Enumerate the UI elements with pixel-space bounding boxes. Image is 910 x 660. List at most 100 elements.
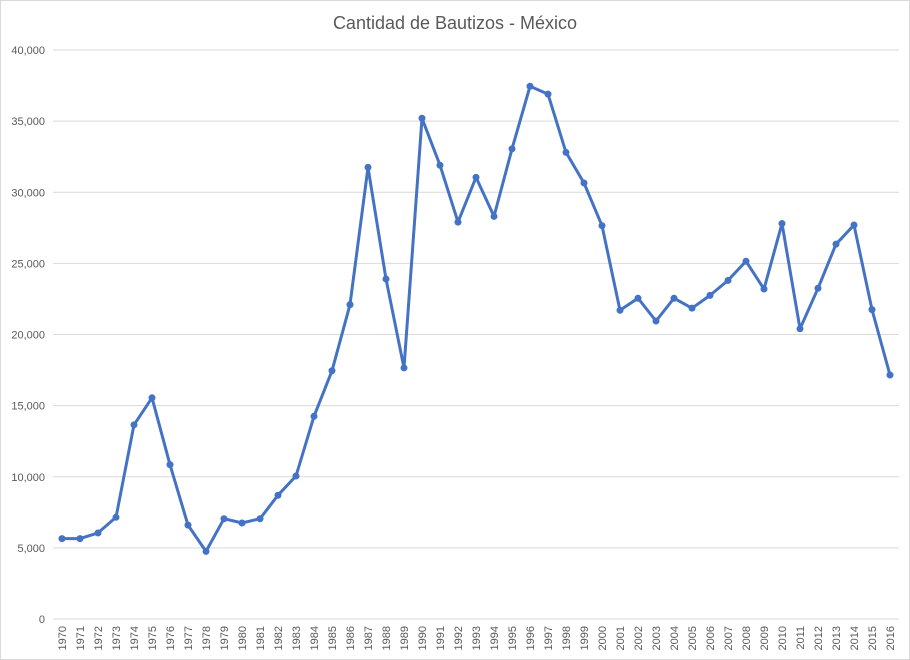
x-tick-label: 1975 xyxy=(147,626,159,650)
x-tick-label: 1988 xyxy=(381,626,393,650)
data-point xyxy=(256,515,264,523)
x-tick-label: 1978 xyxy=(201,626,213,650)
x-tick-label: 2012 xyxy=(813,626,825,650)
data-point xyxy=(310,412,318,420)
data-point xyxy=(850,221,858,229)
data-point xyxy=(616,306,624,314)
x-tick-label: 1995 xyxy=(507,626,519,650)
data-point xyxy=(598,222,606,230)
x-tick-label: 1970 xyxy=(57,626,69,650)
y-tick-label: 35,000 xyxy=(11,116,45,128)
data-point xyxy=(508,145,516,153)
data-point xyxy=(436,161,444,169)
data-point xyxy=(58,535,66,543)
y-tick-label: 20,000 xyxy=(11,330,45,342)
x-tick-label: 1994 xyxy=(489,626,501,650)
series-layer xyxy=(62,84,892,553)
y-tick-label: 0 xyxy=(39,614,45,626)
x-tick-label: 1980 xyxy=(237,626,249,650)
x-tick-label: 1998 xyxy=(561,626,573,650)
data-point xyxy=(580,179,588,187)
data-point xyxy=(220,515,228,523)
data-point xyxy=(76,535,84,543)
x-tick-label: 1985 xyxy=(327,626,339,650)
data-point xyxy=(760,285,768,293)
data-point xyxy=(94,529,102,537)
data-point xyxy=(706,291,714,299)
x-tick-label: 1990 xyxy=(417,626,429,650)
x-tick-label: 1979 xyxy=(219,626,231,650)
data-point xyxy=(112,513,120,521)
x-tick-label: 1976 xyxy=(165,626,177,650)
data-point xyxy=(634,294,642,302)
x-tick-label: 1981 xyxy=(255,626,267,650)
data-point xyxy=(184,521,192,529)
x-tick-label: 1974 xyxy=(129,626,141,650)
series-line xyxy=(62,84,892,553)
x-tick-label: 2002 xyxy=(633,626,645,650)
y-axis-ticks: 0 5,000 10,000 15,000 20,000 25,000 30,000 35,0… xyxy=(11,45,45,626)
x-tick-label: 1992 xyxy=(453,626,465,650)
x-tick-label: 1983 xyxy=(291,626,303,650)
x-tick-label: 2008 xyxy=(741,626,753,650)
data-point xyxy=(868,306,876,314)
x-tick-label: 2013 xyxy=(831,626,843,650)
data-point xyxy=(472,173,480,181)
data-point xyxy=(148,394,156,402)
data-point xyxy=(544,90,552,98)
data-point xyxy=(814,284,822,292)
data-point xyxy=(562,148,570,156)
data-point xyxy=(652,317,660,325)
data-point xyxy=(382,275,390,283)
x-tick-label: 2000 xyxy=(597,626,609,650)
x-tick-label: 2007 xyxy=(723,626,735,650)
data-point xyxy=(400,364,408,372)
data-point xyxy=(238,519,246,527)
x-tick-label: 2004 xyxy=(669,626,681,650)
gridlines xyxy=(53,49,899,620)
data-point xyxy=(526,82,534,90)
x-tick-label: 1977 xyxy=(183,626,195,650)
x-tick-label: 1991 xyxy=(435,626,447,650)
data-point xyxy=(742,257,750,265)
data-point xyxy=(292,472,300,480)
x-tick-label: 1997 xyxy=(543,626,555,650)
x-tick-label: 1986 xyxy=(345,626,357,650)
x-axis-ticks: 1970 1971 1972 1973 1974 1975 1976 1977 1978 1979… xyxy=(57,626,897,650)
x-tick-label: 2011 xyxy=(795,626,807,650)
x-tick-label: 1999 xyxy=(579,626,591,650)
x-tick-label: 1987 xyxy=(363,626,375,650)
data-point xyxy=(688,304,696,312)
chart-title: Cantidad de Bautizos - México xyxy=(333,13,577,33)
y-tick-label: 30,000 xyxy=(11,187,45,199)
x-tick-label: 2006 xyxy=(705,626,717,650)
x-tick-label: 2001 xyxy=(615,626,627,650)
data-point xyxy=(490,212,498,220)
x-tick-label: 2014 xyxy=(849,626,861,650)
data-point xyxy=(418,114,426,122)
data-point xyxy=(328,367,336,375)
data-point xyxy=(886,371,894,379)
data-point xyxy=(670,294,678,302)
data-point xyxy=(778,220,786,228)
x-tick-label: 1973 xyxy=(111,626,123,650)
x-tick-label: 2016 xyxy=(885,626,897,650)
x-tick-label: 2010 xyxy=(777,626,789,650)
data-point xyxy=(274,491,282,499)
x-tick-label: 1982 xyxy=(273,626,285,650)
data-point xyxy=(166,461,174,469)
x-tick-label: 2009 xyxy=(759,626,771,650)
y-tick-label: 25,000 xyxy=(11,258,45,270)
data-point xyxy=(796,325,804,333)
x-tick-label: 1972 xyxy=(93,626,105,650)
data-point xyxy=(346,301,354,309)
point-layer xyxy=(58,82,894,555)
data-point xyxy=(454,218,462,226)
y-tick-label: 40,000 xyxy=(11,45,45,57)
y-tick-label: 10,000 xyxy=(11,472,45,484)
x-tick-label: 1989 xyxy=(399,626,411,650)
x-tick-label: 1996 xyxy=(525,626,537,650)
x-tick-label: 2015 xyxy=(867,626,879,650)
